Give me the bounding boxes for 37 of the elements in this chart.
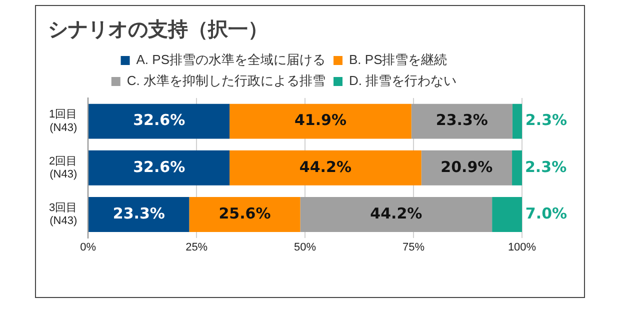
legend-label: D. 排雪を行わない	[349, 73, 457, 88]
bar	[512, 104, 522, 139]
bar	[230, 150, 422, 186]
x-tick-label: 0%	[80, 241, 96, 254]
data-label: 44.2%	[370, 204, 422, 222]
bar	[88, 150, 230, 186]
bar	[512, 150, 522, 186]
data-label: 23.3%	[436, 111, 488, 130]
bar	[492, 197, 522, 232]
bar	[300, 197, 492, 232]
x-tick-label: 75%	[402, 241, 425, 254]
legend-label: C. 水準を抑制した行政による排雪	[126, 73, 326, 88]
y-tick-label: 2回目 (N43)	[48, 155, 78, 181]
data-label: 7.0%	[525, 204, 568, 222]
bar	[411, 104, 512, 139]
data-label: 32.6%	[133, 111, 186, 130]
data-label: 32.6%	[133, 158, 186, 176]
x-tick-label: 50%	[294, 241, 316, 254]
x-tick-label: 100%	[508, 241, 536, 254]
data-label: 41.9%	[294, 111, 346, 130]
data-label: 2.3%	[525, 158, 567, 176]
chart-title: シナリオの支持（択一）	[48, 16, 268, 43]
x-tick-label: 25%	[186, 241, 208, 254]
y-tick-label: 1回目 (N43)	[48, 108, 78, 134]
legend-label: B. PS排雪を継続	[349, 52, 448, 68]
bar	[189, 197, 300, 232]
y-tick-label: 3回目 (N43)	[48, 202, 78, 228]
data-label: 2.3%	[525, 111, 568, 130]
data-label: 23.3%	[112, 204, 165, 222]
bar	[88, 197, 190, 232]
bar	[421, 150, 512, 186]
legend-label: A. PS排雪の水準を全域に届ける	[136, 52, 326, 68]
data-label: 25.6%	[218, 204, 271, 222]
bar	[88, 104, 230, 139]
data-label: 44.2%	[299, 158, 352, 176]
bar	[230, 104, 412, 139]
data-label: 20.9%	[440, 158, 493, 176]
